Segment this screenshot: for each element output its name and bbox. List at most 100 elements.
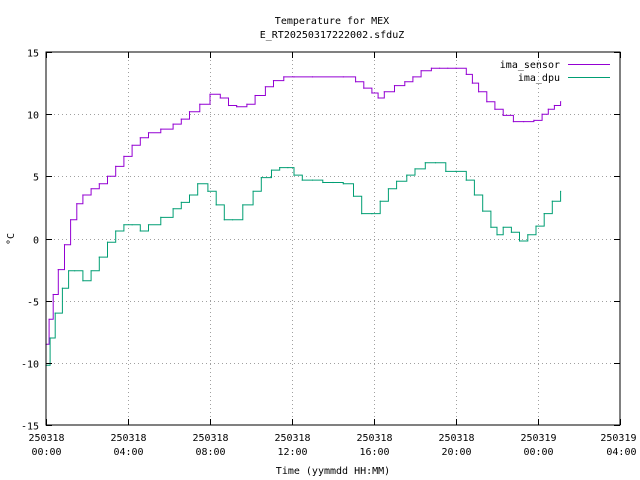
y-tick-label: -10	[21, 360, 39, 371]
data-point-ima-sensor	[494, 108, 496, 110]
data-point-ima-dpu	[551, 200, 553, 202]
data-point-ima-sensor	[383, 91, 385, 93]
data-point-ima-dpu	[332, 181, 334, 184]
axis-ticks: -15 -10 -5 0 5 10 15 250318 00:00 250318 04:00 2503…	[21, 49, 637, 459]
data-point-ima-sensor	[420, 70, 422, 72]
data-point-ima-sensor	[293, 76, 295, 78]
data-point-ima-sensor	[90, 188, 92, 190]
data-point-ima-dpu	[445, 170, 447, 172]
data-point-ima-sensor	[227, 104, 230, 107]
legend-label: ima_sensor	[500, 60, 560, 71]
data-point-ima-dpu	[260, 177, 262, 179]
data-point-ima-sensor	[272, 80, 275, 82]
data-point-ima-sensor	[486, 101, 488, 103]
y-tick-label: 10	[27, 111, 39, 122]
data-point-ima-dpu	[361, 213, 363, 215]
y-tick-label: 0	[33, 236, 39, 247]
data-point-ima-dpu	[371, 213, 373, 215]
x-tick-label-time: 16:00	[359, 447, 389, 458]
data-point-ima-sensor	[199, 103, 201, 105]
data-point-ima-dpu	[510, 231, 512, 233]
x-tick-label-date: 250318	[110, 433, 146, 444]
data-point-ima-dpu	[223, 219, 225, 221]
data-point-ima-dpu	[434, 162, 437, 164]
data-point-ima-sensor	[377, 97, 379, 99]
data-point-ima-dpu	[352, 195, 355, 197]
chart-legend: ima_sensor ima_dpu	[500, 60, 610, 84]
data-point-ima-dpu	[301, 179, 303, 181]
data-point-ima-sensor	[52, 293, 54, 296]
data-point-ima-dpu	[180, 201, 182, 203]
chart-title: Temperature for MEX	[275, 16, 389, 27]
x-tick-label-date: 250318	[438, 433, 474, 444]
data-point-ima-dpu	[215, 204, 217, 206]
y-axis-label: °C	[6, 233, 17, 245]
data-point-ima-sensor	[311, 76, 314, 78]
data-point-ima-sensor	[342, 76, 344, 78]
data-point-ima-dpu	[293, 174, 295, 176]
data-point-ima-sensor	[471, 82, 473, 84]
y-tick-label: 15	[27, 49, 39, 60]
data-point-ima-dpu	[560, 190, 562, 192]
data-point-ima-dpu	[139, 230, 141, 232]
data-point-ima-sensor	[160, 128, 162, 130]
data-point-ima-sensor	[131, 144, 133, 146]
data-point-ima-dpu	[490, 226, 492, 228]
x-tick-label-time: 00:00	[31, 447, 61, 458]
x-tick-label-date: 250318	[28, 433, 64, 444]
data-point-ima-dpu	[527, 234, 529, 236]
data-point-ima-dpu	[287, 167, 289, 169]
data-point-ima-dpu	[98, 256, 100, 258]
data-point-ima-dpu	[473, 194, 475, 196]
data-point-ima-sensor	[560, 101, 562, 103]
y-tick-label: -15	[21, 422, 39, 433]
data-point-ima-sensor	[106, 175, 109, 177]
chart-subtitle: E_RT20250317222002.sfduZ	[260, 30, 405, 41]
data-point-ima-sensor	[63, 244, 66, 246]
data-point-ima-sensor	[246, 103, 248, 105]
x-tick-label-date: 250318	[274, 433, 310, 444]
x-tick-label-date: 250319	[520, 433, 556, 444]
data-point-ima-sensor	[188, 111, 191, 113]
data-point-ima-sensor	[412, 76, 414, 78]
x-tick-label-time: 04:00	[606, 447, 636, 458]
data-point-ima-dpu	[197, 183, 199, 185]
data-point-ima-dpu	[232, 219, 234, 221]
data-point-ima-dpu	[172, 208, 174, 210]
x-tick-label-date: 250318	[356, 433, 392, 444]
data-point-ima-sensor	[172, 123, 174, 125]
data-point-ima-dpu	[147, 224, 150, 226]
data-point-ima-dpu	[54, 312, 56, 314]
data-point-ima-sensor	[430, 67, 432, 69]
data-point-ima-sensor	[219, 97, 221, 99]
data-point-ima-dpu	[90, 270, 92, 272]
data-point-ima-sensor	[371, 92, 373, 94]
y-tick-label: -5	[27, 298, 39, 309]
data-point-ima-sensor	[76, 203, 78, 205]
data-point-ima-sensor	[139, 137, 141, 139]
x-tick-label-time: 00:00	[523, 447, 553, 458]
data-point-ima-dpu	[455, 170, 457, 172]
data-point-ima-sensor	[393, 85, 396, 87]
x-tick-label-date: 250318	[192, 433, 228, 444]
data-point-ima-sensor	[447, 67, 449, 69]
data-point-ima-dpu	[115, 230, 117, 232]
data-point-ima-sensor	[533, 119, 535, 121]
data-point-ima-sensor	[57, 269, 59, 271]
data-point-ima-sensor	[264, 86, 266, 88]
data-point-ima-sensor	[147, 132, 150, 134]
data-point-ima-dpu	[414, 168, 416, 170]
data-point-ima-sensor	[209, 93, 211, 95]
data-point-ima-dpu	[279, 167, 281, 169]
data-point-ima-sensor	[48, 318, 50, 320]
data-point-ima-sensor	[465, 73, 467, 75]
data-point-ima-sensor	[123, 155, 125, 157]
data-point-ima-sensor	[404, 81, 406, 83]
grid-lines	[46, 52, 620, 425]
data-point-ima-sensor	[98, 183, 100, 185]
data-point-ima-dpu	[379, 200, 381, 202]
x-tick-label-time: 04:00	[113, 447, 143, 458]
data-point-ima-dpu	[518, 240, 521, 242]
data-point-ima-sensor	[478, 91, 480, 93]
